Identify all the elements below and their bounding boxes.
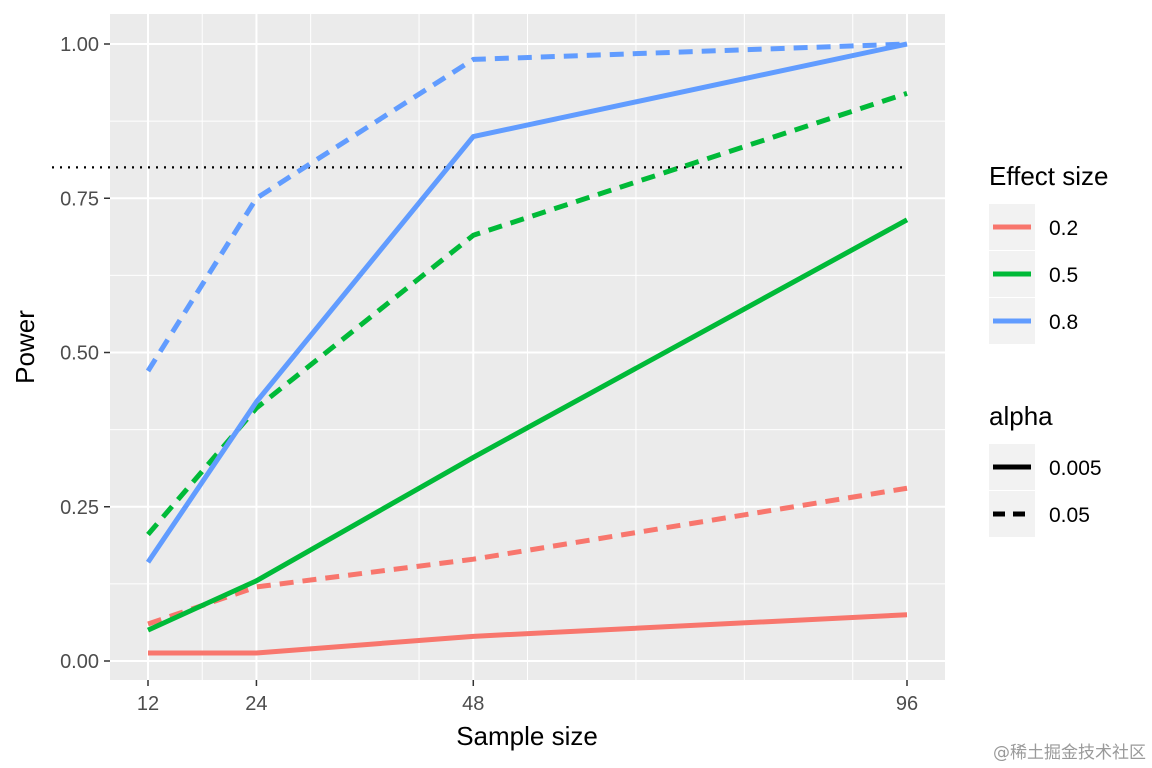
legend-linetype-title: alpha [989, 401, 1053, 431]
watermark: @稀土掘金技术社区 [993, 743, 1146, 763]
x-tick-label: 96 [896, 693, 918, 715]
x-tick-label: 48 [462, 693, 484, 715]
legend-label-alpha: 0.05 [1049, 504, 1090, 527]
x-tick-label: 12 [137, 693, 159, 715]
x-axis-title: Sample size [456, 721, 598, 751]
y-axis: 0.00 0.25 0.50 0.75 1.00 [60, 34, 110, 673]
series-line-effect-0.5-alpha-0.005 [146, 217, 909, 633]
y-tick-label: 0.00 [60, 651, 99, 673]
series-line-effect-0.8-alpha-0.005 [145, 41, 908, 564]
legend-label-effect: 0.8 [1049, 311, 1078, 334]
legend: Effect size 0.2 0.5 0.8 alpha 0.005 0.05 [989, 161, 1108, 537]
y-tick-label: 1.00 [60, 34, 99, 56]
x-tick-label: 24 [245, 693, 267, 715]
series-line-effect-0.2-alpha-0.005 [148, 612, 908, 656]
x-axis: 12 24 48 96 [137, 680, 918, 715]
legend-label-alpha: 0.005 [1049, 457, 1102, 480]
y-tick-label: 0.25 [60, 497, 99, 519]
legend-color-title: Effect size [989, 161, 1108, 191]
legend-label-effect: 0.2 [1049, 217, 1078, 240]
series-layer [145, 41, 909, 656]
legend-label-effect: 0.5 [1049, 264, 1078, 287]
series-line-effect-0.5-alpha-0.05 [146, 90, 908, 537]
y-tick-label: 0.75 [60, 188, 99, 210]
series-line-effect-0.8-alpha-0.05 [145, 41, 908, 373]
major-gridlines [110, 14, 945, 680]
y-axis-title: Power [10, 310, 40, 384]
y-tick-label: 0.50 [60, 343, 99, 365]
